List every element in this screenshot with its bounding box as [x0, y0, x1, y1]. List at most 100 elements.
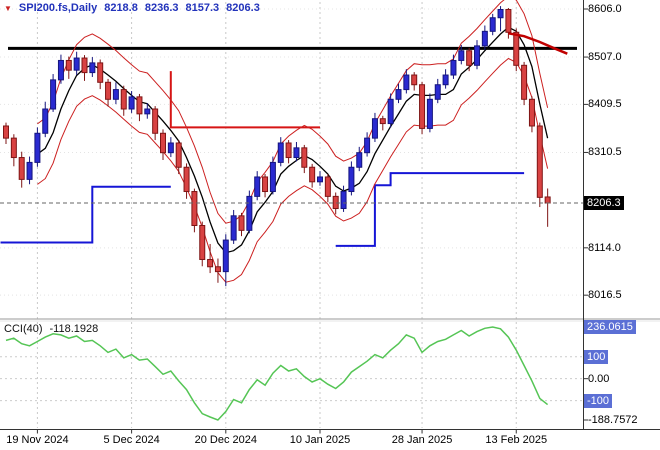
candle[interactable]: [222, 239, 229, 273]
ohlc-low-value: 8157.3: [185, 2, 220, 14]
ohlc-high-value: 8236.3: [144, 2, 179, 14]
candle[interactable]: [387, 98, 394, 125]
candle[interactable]: [42, 108, 49, 134]
candle[interactable]: [395, 89, 402, 100]
cci-line: [5, 326, 549, 421]
candle[interactable]: [105, 81, 112, 100]
candle[interactable]: [128, 96, 135, 110]
ohlc-open-value: 8218.8: [104, 2, 138, 14]
candle[interactable]: [3, 125, 9, 139]
candle[interactable]: [34, 132, 41, 163]
symbol-dropdown-icon[interactable]: ▼: [4, 3, 12, 13]
candle[interactable]: [332, 195, 339, 210]
candle[interactable]: [513, 31, 520, 66]
candle[interactable]: [199, 225, 206, 260]
candle[interactable]: [317, 176, 323, 183]
candle[interactable]: [466, 50, 473, 66]
candle[interactable]: [481, 30, 488, 47]
candle[interactable]: [18, 157, 25, 180]
candle[interactable]: [207, 258, 214, 268]
candle[interactable]: [411, 74, 418, 86]
candle[interactable]: [371, 118, 378, 139]
candle[interactable]: [246, 195, 253, 231]
candle[interactable]: [214, 266, 221, 273]
candle[interactable]: [505, 8, 512, 33]
candle[interactable]: [324, 176, 331, 197]
candle[interactable]: [340, 191, 347, 210]
candle[interactable]: [97, 62, 104, 83]
candle[interactable]: [183, 166, 190, 193]
candle[interactable]: [175, 142, 182, 168]
candle[interactable]: [348, 166, 355, 193]
candle[interactable]: [152, 108, 159, 134]
candle[interactable]: [136, 96, 143, 115]
price-axis-label: 8409.5: [588, 98, 622, 111]
candle[interactable]: [379, 118, 386, 125]
indicator-axis-label: -188.7572: [588, 413, 638, 426]
candle[interactable]: [73, 57, 80, 71]
candle[interactable]: [238, 215, 245, 231]
current-price-label: 8206.3: [584, 196, 624, 211]
candle[interactable]: [230, 215, 237, 241]
candle[interactable]: [544, 196, 551, 204]
candle[interactable]: [191, 191, 198, 227]
chart-title-bar: ▼ SPI200.fs,Daily 8218.8 8236.3 8157.3 8…: [4, 2, 260, 14]
time-axis-label[interactable]: 5 Dec 2024: [103, 434, 160, 446]
candle[interactable]: [160, 132, 166, 154]
candle[interactable]: [403, 74, 410, 91]
candle[interactable]: [89, 62, 96, 74]
candle[interactable]: [528, 98, 535, 127]
candle[interactable]: [458, 50, 465, 61]
candle[interactable]: [301, 147, 308, 168]
price-axis-label: 8507.0: [588, 51, 622, 64]
candle[interactable]: [489, 17, 496, 32]
candle[interactable]: [254, 176, 261, 197]
candle[interactable]: [474, 45, 480, 66]
time-axis-label[interactable]: 19 Nov 2024: [6, 434, 69, 446]
indicator-current-value: -118.1928: [49, 323, 99, 335]
stop-step-lines: [0, 71, 525, 247]
candle[interactable]: [497, 8, 504, 19]
time-axis-label[interactable]: 20 Dec 2024: [194, 434, 257, 446]
candle[interactable]: [65, 59, 72, 71]
price-axis-label: 8606.0: [588, 3, 622, 15]
candle[interactable]: [50, 79, 57, 110]
red-curve-line: [508, 32, 568, 55]
ohlc-close-value: 8206.3: [226, 2, 260, 14]
candle[interactable]: [536, 125, 543, 198]
candle[interactable]: [112, 89, 119, 100]
candle[interactable]: [293, 147, 300, 159]
time-axis-label[interactable]: 13 Feb 2025: [485, 434, 548, 446]
candles-layer[interactable]: [3, 6, 551, 287]
candle[interactable]: [419, 84, 426, 129]
candle[interactable]: [120, 89, 127, 110]
candle[interactable]: [167, 142, 174, 154]
indicator-axis-label: 236.0615: [584, 320, 636, 334]
indicator-name-label: CCI(40): [4, 323, 43, 335]
candle[interactable]: [57, 59, 64, 81]
indicator-label-bar: CCI(40) -118.1928: [4, 323, 98, 335]
candle[interactable]: [10, 137, 17, 159]
candle[interactable]: [269, 161, 276, 193]
candle[interactable]: [144, 108, 151, 115]
candle[interactable]: [434, 84, 441, 100]
candle[interactable]: [309, 166, 316, 183]
axis-frame: [0, 0, 660, 434]
indicator-axis-label: 100: [584, 349, 609, 364]
candle[interactable]: [521, 64, 528, 100]
candle[interactable]: [262, 176, 269, 193]
candle[interactable]: [364, 137, 371, 154]
time-axis-label[interactable]: 28 Jan 2025: [391, 434, 453, 446]
indicator-axis-label: 0.00: [588, 372, 610, 385]
candle[interactable]: [277, 142, 284, 163]
candle[interactable]: [81, 57, 88, 74]
candle[interactable]: [285, 142, 292, 159]
time-axis-label[interactable]: 10 Jan 2025: [289, 434, 351, 446]
candle[interactable]: [356, 152, 363, 168]
candle[interactable]: [442, 74, 449, 86]
candle[interactable]: [450, 59, 457, 76]
candle[interactable]: [426, 98, 433, 129]
candle[interactable]: [26, 161, 33, 180]
